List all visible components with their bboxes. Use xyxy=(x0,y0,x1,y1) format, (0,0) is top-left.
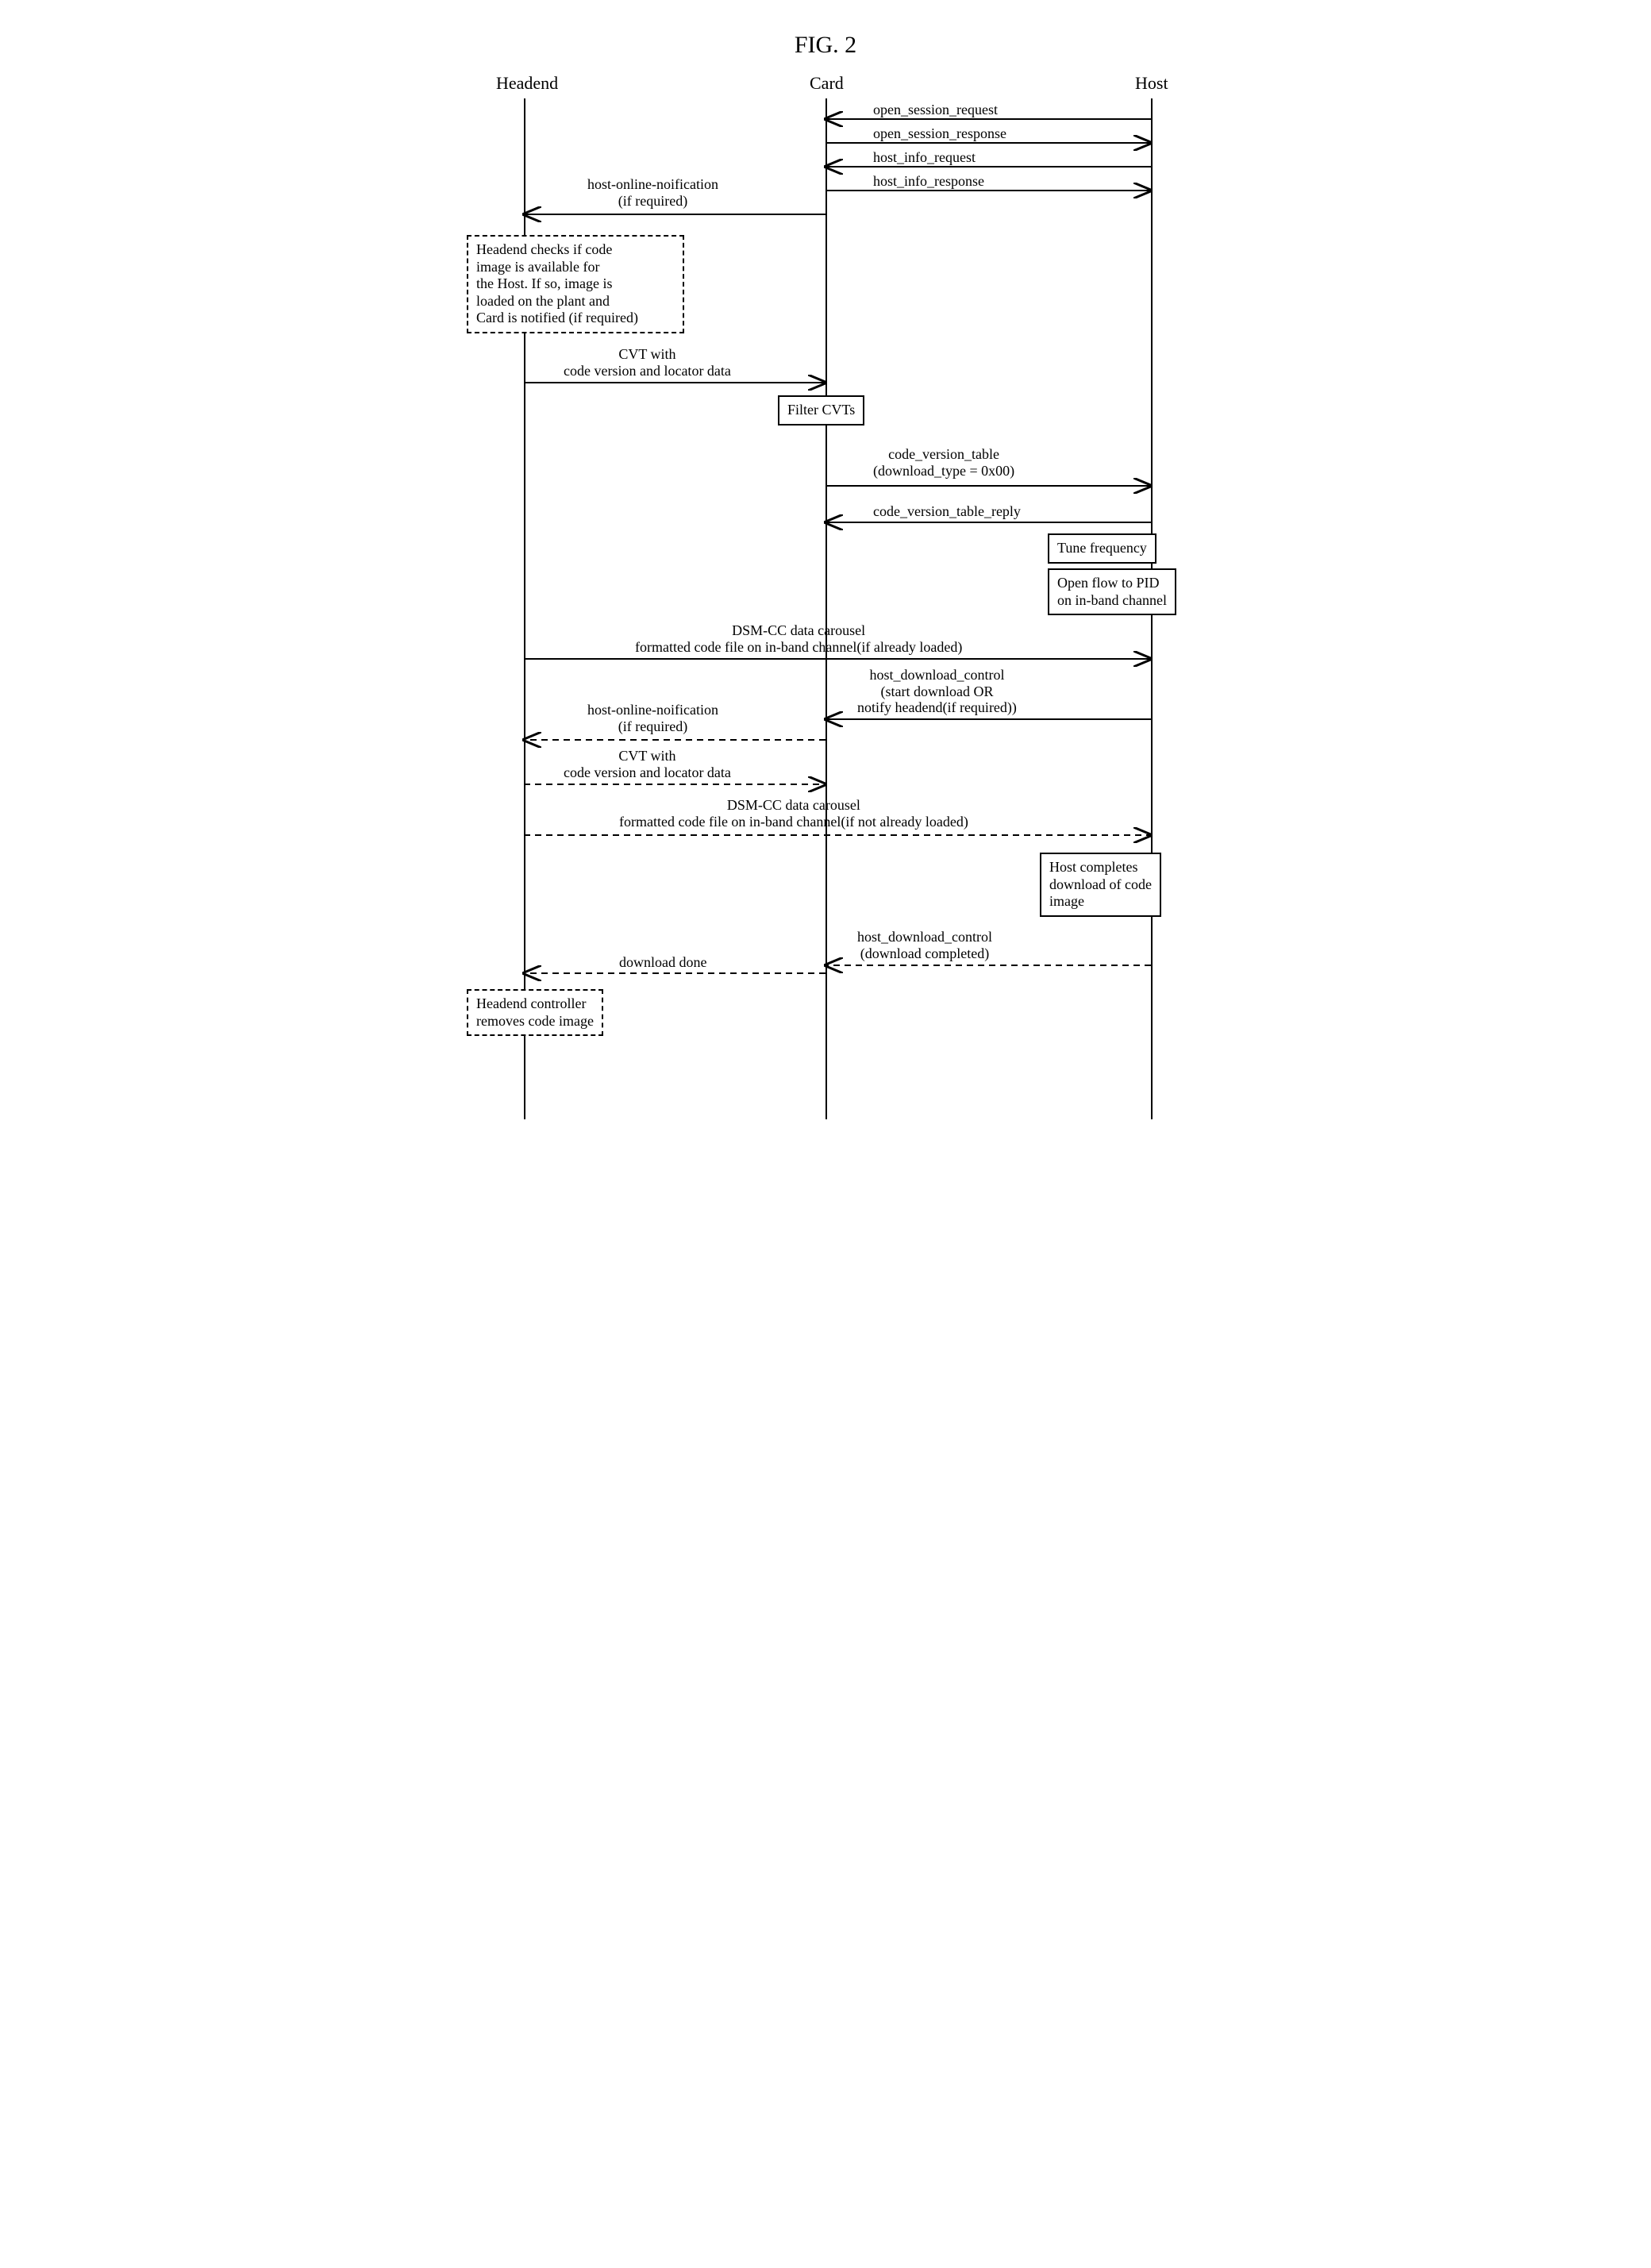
box-open-flow: Open flow to PID on in-band channel xyxy=(1048,568,1176,615)
msg-open-session-response: open_session_response xyxy=(873,125,1006,142)
msg-code-version-table: code_version_table (download_type = 0x00… xyxy=(873,446,1014,479)
msg-host-online-notif-1: host-online-noification (if required) xyxy=(587,176,718,209)
msg-dsmcc-2: DSM-CC data carousel formatted code file… xyxy=(619,797,968,830)
lifeline-card xyxy=(826,98,827,1119)
sequence-diagram: FIG. 2 Headend Card Host xyxy=(429,32,1222,1127)
box-headend-removes: Headend controller removes code image xyxy=(467,989,603,1036)
box-filter-cvts: Filter CVTs xyxy=(778,395,864,425)
msg-host-info-response: host_info_response xyxy=(873,173,984,190)
figure-title: FIG. 2 xyxy=(795,32,856,59)
lifeline-label-card: Card xyxy=(810,73,844,94)
msg-host-download-control-1: host_download_control (start download OR… xyxy=(857,667,1017,716)
msg-cvt-2: CVT with code version and locator data xyxy=(564,748,731,780)
msg-host-download-control-2: host_download_control (download complete… xyxy=(857,929,992,961)
box-headend-checks: Headend checks if code image is availabl… xyxy=(467,235,684,333)
msg-open-session-request: open_session_request xyxy=(873,102,998,118)
lifeline-label-headend: Headend xyxy=(496,73,558,94)
msg-cvt-1: CVT with code version and locator data xyxy=(564,346,731,379)
msg-download-done: download done xyxy=(619,954,706,971)
msg-host-online-notif-2: host-online-noification (if required) xyxy=(587,702,718,734)
box-tune-frequency: Tune frequency xyxy=(1048,533,1156,564)
msg-code-version-table-reply: code_version_table_reply xyxy=(873,503,1021,520)
msg-dsmcc-1: DSM-CC data carousel formatted code file… xyxy=(635,622,962,655)
lifeline-label-host: Host xyxy=(1135,73,1168,94)
msg-host-info-request: host_info_request xyxy=(873,149,976,166)
box-host-completes: Host completes download of code image xyxy=(1040,853,1161,917)
